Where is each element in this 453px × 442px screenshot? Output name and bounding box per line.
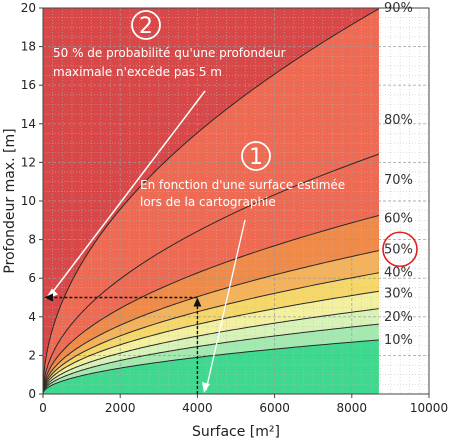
x-tick-label: 10000 bbox=[410, 401, 448, 415]
percentile-label-50%: 50% bbox=[384, 242, 413, 257]
y-tick-label: 8 bbox=[28, 233, 36, 247]
percentile-label-60%: 60% bbox=[384, 211, 413, 226]
y-axis-title: Profondeur max. [m] bbox=[2, 128, 18, 273]
annotation-1-arrowhead bbox=[202, 382, 210, 393]
reference-arrowhead-left bbox=[44, 293, 53, 302]
x-tick-label: 8000 bbox=[337, 401, 368, 415]
x-axis-ticks: 0 2000 4000 6000 8000 10000 bbox=[39, 394, 448, 415]
y-tick-label: 12 bbox=[21, 155, 36, 169]
y-tick-label: 20 bbox=[21, 1, 36, 15]
curve-60% bbox=[43, 250, 379, 394]
grid-lines bbox=[43, 8, 429, 394]
percentile-label-10%: 10% bbox=[384, 333, 413, 348]
x-tick-label: 6000 bbox=[259, 401, 290, 415]
curve-70% bbox=[43, 214, 379, 394]
annotation-1-arrow bbox=[205, 219, 246, 391]
x-tick-label: 2000 bbox=[105, 401, 136, 415]
annotation-1-text: En fonction d'une surface estimée bbox=[140, 178, 345, 192]
y-tick-label: 14 bbox=[21, 117, 36, 131]
percentile-label-80%: 80% bbox=[384, 113, 413, 128]
y-tick-label: 16 bbox=[21, 78, 36, 92]
curve-90% bbox=[43, 8, 380, 394]
annotation-number-circle-2 bbox=[131, 10, 161, 40]
y-tick-label: 18 bbox=[21, 40, 36, 54]
y-tick-label: 0 bbox=[28, 387, 36, 401]
x-tick-label: 0 bbox=[39, 401, 47, 415]
x-tick-label: 4000 bbox=[182, 401, 213, 415]
percentile-label-90%: 90% bbox=[384, 1, 413, 16]
annotation-number-circle-1 bbox=[241, 141, 271, 171]
x-axis-title: Surface [m²] bbox=[192, 424, 280, 440]
percentile-labels: 10% 20% 30% 40% 50% 60% 70% 80% 90% bbox=[382, 1, 418, 348]
annotation-2-text: maximale n'excéde pas 5 m bbox=[53, 65, 222, 79]
curve-30% bbox=[43, 308, 379, 394]
y-tick-label: 4 bbox=[28, 310, 36, 324]
curve-20% bbox=[43, 323, 379, 394]
percentile-label-40%: 40% bbox=[384, 265, 413, 280]
annotation-number-2: 2 bbox=[139, 14, 153, 39]
percentile-label-30%: 30% bbox=[384, 287, 413, 302]
y-tick-label: 6 bbox=[28, 271, 36, 285]
percentile-label-20%: 20% bbox=[384, 310, 413, 325]
annotation-2-arrow bbox=[49, 90, 206, 296]
y-axis-ticks: 0 2 4 6 8 10 12 14 16 18 20 bbox=[21, 1, 43, 401]
curve-10% bbox=[43, 339, 379, 394]
annotation-2-text: 50 % de probabilité qu'une profondeur bbox=[53, 46, 286, 60]
curve-80% bbox=[43, 153, 379, 394]
y-tick-label: 10 bbox=[21, 194, 36, 208]
annotation-1-text: lors de la cartographie bbox=[140, 195, 276, 209]
reference-arrowhead-up bbox=[193, 297, 202, 307]
percentile-curves bbox=[43, 8, 380, 394]
y-tick-label: 2 bbox=[28, 348, 36, 362]
annotations: 2 50 % de probabilité qu'une profondeur ma… bbox=[44, 10, 345, 394]
percentile-label-70%: 70% bbox=[384, 173, 413, 188]
curve-50% bbox=[43, 272, 379, 394]
curve-40% bbox=[43, 290, 379, 394]
annotation-number-1: 1 bbox=[249, 145, 263, 170]
highlight-circle-50% bbox=[382, 231, 418, 268]
